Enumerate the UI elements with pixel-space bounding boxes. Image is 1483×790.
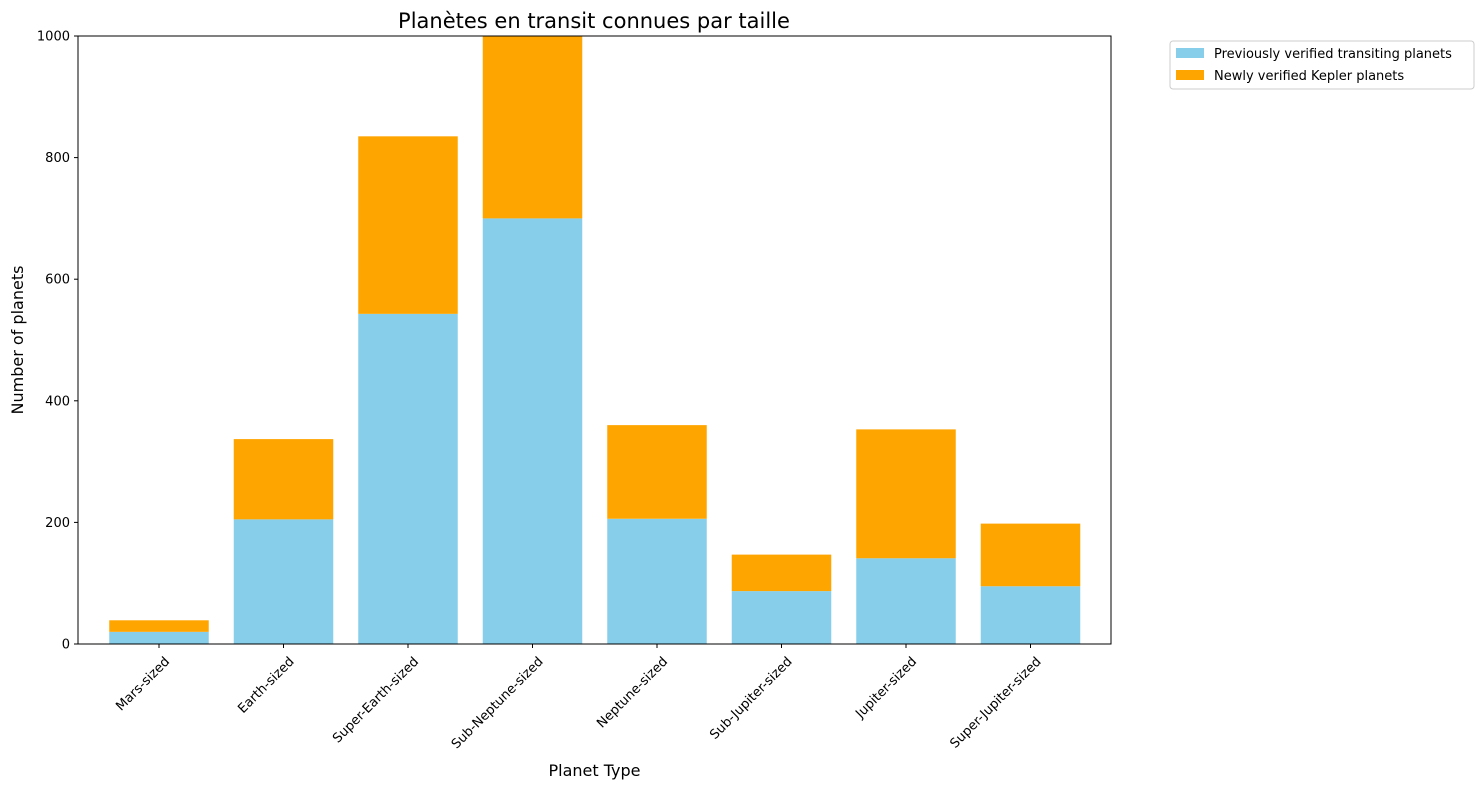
bar-newly-super-earth-sized — [358, 136, 458, 314]
y-tick-label: 800 — [45, 151, 70, 166]
bar-previous-super-jupiter-sized — [980, 586, 1081, 644]
x-tick-label: Earth-sized — [235, 654, 297, 716]
x-tick-label: Super-Jupiter-sized — [947, 654, 1044, 751]
bar-newly-sub-neptune-sized — [482, 36, 583, 219]
bar-newly-sub-jupiter-sized — [731, 554, 832, 592]
x-axis-label: Planet Type — [549, 761, 641, 780]
bar-newly-earth-sized — [233, 439, 334, 520]
y-tick-label: 400 — [45, 394, 70, 409]
bar-newly-super-jupiter-sized — [980, 523, 1081, 587]
legend: Previously verified transiting planets N… — [1169, 40, 1475, 90]
bar-newly-jupiter-sized — [856, 429, 956, 559]
plot-frame — [77, 35, 1112, 645]
y-tick-label: 200 — [45, 516, 70, 531]
bars — [109, 36, 1081, 644]
bar-previous-sub-jupiter-sized — [731, 591, 832, 644]
bar-newly-mars-sized — [109, 620, 209, 632]
bar-newly-neptune-sized — [607, 425, 707, 519]
x-tick-label: Sub-Neptune-sized — [449, 654, 547, 752]
legend-swatch-newly — [1176, 70, 1204, 80]
bar-previous-super-earth-sized — [358, 313, 458, 644]
bar-previous-jupiter-sized — [856, 558, 956, 644]
bar-previous-earth-sized — [233, 519, 334, 644]
x-tick-label: Neptune-sized — [594, 654, 671, 731]
bar-previous-sub-neptune-sized — [482, 218, 583, 644]
x-tick-label: Super-Earth-sized — [330, 654, 422, 746]
y-tick-label: 0 — [62, 638, 70, 653]
legend-label-newly: Newly verified Kepler planets — [1214, 69, 1404, 84]
y-tick-label: 1000 — [37, 30, 70, 45]
bar-previous-neptune-sized — [607, 518, 707, 644]
y-tick-label: 600 — [45, 273, 70, 288]
y-axis-label: Number of planets — [8, 266, 27, 415]
bar-previous-mars-sized — [109, 631, 209, 644]
x-tick-label: Sub-Jupiter-sized — [707, 654, 795, 742]
legend-frame — [1169, 40, 1475, 90]
x-tick-label: Jupiter-sized — [852, 654, 920, 722]
y-axis: 0 200 400 600 800 1000 — [37, 30, 78, 653]
chart-title: Planètes en transit connues par taille — [398, 9, 790, 33]
x-axis: Mars-sized Earth-sized Super-Earth-sized Su… — [113, 644, 1045, 752]
x-tick-label: Mars-sized — [113, 654, 173, 714]
legend-label-previous: Previously verified transiting planets — [1214, 47, 1452, 62]
legend-swatch-previous — [1176, 48, 1204, 58]
